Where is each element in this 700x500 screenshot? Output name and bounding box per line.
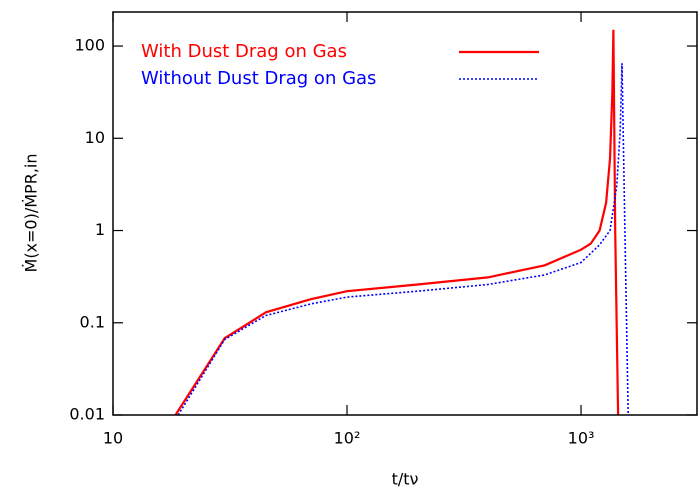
x-axis-label: t/tν <box>392 470 419 489</box>
x-tick-label: 10³ <box>568 429 595 448</box>
y-tick-label: 0.01 <box>69 405 105 424</box>
y-axis-label: Ṁ(x=0)/ṀPR,in <box>22 154 41 273</box>
plot-frame <box>112 11 698 416</box>
x-tick-label: 10 <box>103 429 123 448</box>
legend-label: With Dust Drag on Gas <box>141 41 347 62</box>
x-tick-label: 10² <box>334 429 361 448</box>
y-tick-label: 100 <box>74 36 105 55</box>
series-line <box>174 29 620 415</box>
series-line <box>177 63 629 415</box>
legend-label: Without Dust Drag on Gas <box>141 68 376 89</box>
y-tick-label: 1 <box>95 220 105 239</box>
y-tick-label: 0.1 <box>80 312 105 331</box>
y-tick-label: 10 <box>85 128 105 147</box>
